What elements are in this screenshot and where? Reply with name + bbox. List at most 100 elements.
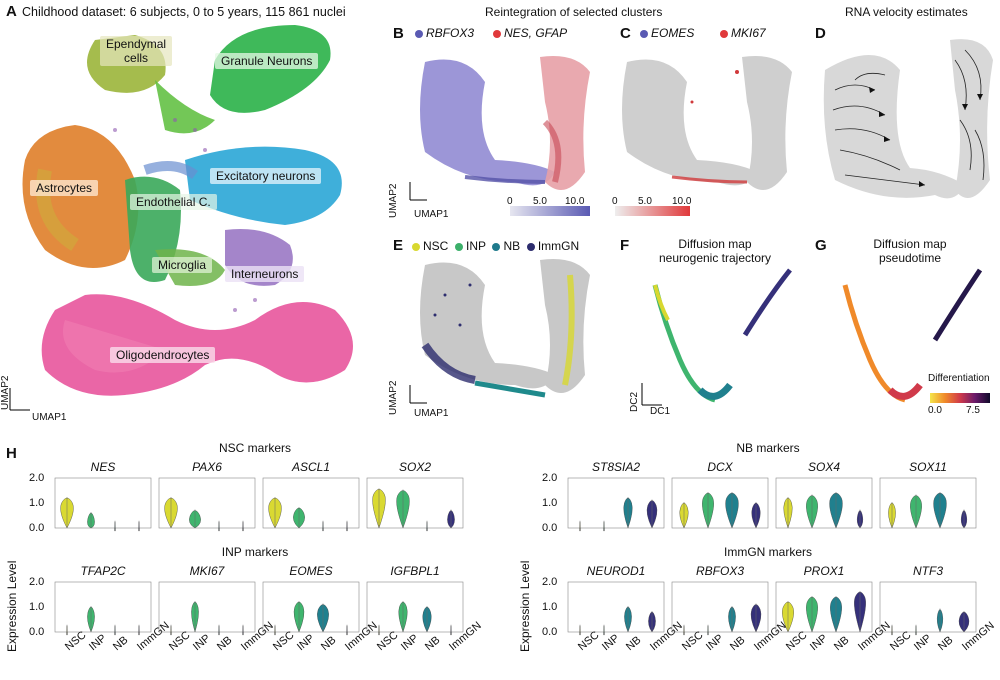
y-tick-label: 1.0 xyxy=(29,601,45,613)
gene-name: PAX6 xyxy=(192,460,222,474)
panel-b-colorbar xyxy=(510,206,590,216)
violin-cell xyxy=(879,581,977,636)
gene-name: MKI67 xyxy=(189,564,225,578)
panel-g-letter: G xyxy=(815,237,827,254)
panel-e-axis-x: UMAP1 xyxy=(414,408,449,419)
panel-g-scale-title: Differentiation xyxy=(928,373,990,384)
y-tick-label: 1.0 xyxy=(542,497,558,509)
gene-name: NES xyxy=(90,460,116,474)
panel-c-legend-2: MKI67 xyxy=(720,26,766,40)
y-tick-label: 1.0 xyxy=(29,497,45,509)
violin-cell xyxy=(158,581,256,636)
panel-g-tick-0: 0.0 xyxy=(928,405,942,416)
violin-cell xyxy=(567,477,665,532)
legend-text: MKI67 xyxy=(731,26,766,40)
velocity-stream-plot xyxy=(823,39,993,199)
marker-group-title: INP markers xyxy=(221,545,289,559)
legend-text: NES, GFAP xyxy=(504,26,568,40)
cluster-label-interneurons: Interneurons xyxy=(225,266,305,282)
panel-e-letter: E xyxy=(393,237,404,254)
legend-dot xyxy=(720,29,728,38)
cluster-label-endothelial: Endothelial C. xyxy=(130,194,217,210)
panel-h-letter: H xyxy=(6,445,17,462)
panel-b-axis-x: UMAP1 xyxy=(414,209,449,220)
y-tick-label: 0.0 xyxy=(542,626,558,638)
panel-c-tick-0: 0 xyxy=(612,196,618,207)
legend-dot xyxy=(493,29,501,38)
umap-b-plot xyxy=(409,56,590,201)
panel-a-letter: A xyxy=(6,3,17,20)
panel-b-tick-2: 10.0 xyxy=(565,196,585,207)
legend-dot xyxy=(415,29,423,38)
gene-name: NTF3 xyxy=(913,564,943,578)
violin-cell xyxy=(54,581,152,636)
gene-name: TFAP2C xyxy=(80,564,126,578)
violin-cell xyxy=(158,477,256,532)
violin-cell xyxy=(567,581,665,636)
category-label: NB xyxy=(423,634,443,654)
category-label: NB xyxy=(215,634,235,654)
category-label: NB xyxy=(319,634,339,654)
diffusion-map-f xyxy=(641,268,792,406)
legend-text: NSC xyxy=(423,239,449,253)
cluster-label-microglia: Microglia xyxy=(152,257,213,273)
panel-g-colorbar xyxy=(930,393,990,403)
gene-name: IGFBPL1 xyxy=(390,564,440,578)
panel-b-tick-0: 0 xyxy=(507,196,513,207)
gene-name: SOX11 xyxy=(909,460,947,474)
panel-b-legend-1: RBFOX3 xyxy=(415,26,474,40)
cluster-label-granule: Granule Neurons xyxy=(215,53,319,69)
marker-group-title: NSC markers xyxy=(218,441,291,455)
gene-name: ST8SIA2 xyxy=(591,460,641,474)
y-tick-label: 2.0 xyxy=(29,472,45,484)
violin-cell xyxy=(775,581,873,633)
panel-d-letter: D xyxy=(815,25,826,42)
panel-b-header: Reintegration of selected clusters xyxy=(485,5,663,19)
gene-name: SOX2 xyxy=(398,460,431,474)
gene-name: ASCL1 xyxy=(291,460,331,474)
violin-cell xyxy=(262,477,360,532)
panel-b-legend-2: NES, GFAP xyxy=(493,26,567,40)
y-tick-label: 2.0 xyxy=(29,576,45,588)
violin-cell xyxy=(54,477,152,532)
legend-dot xyxy=(640,29,648,38)
umap-a-plot xyxy=(9,25,354,411)
y-axis-label: Expression Level xyxy=(5,560,19,652)
category-label: NB xyxy=(936,634,956,654)
y-tick-label: 0.0 xyxy=(542,522,558,534)
panel-c-tick-2: 10.0 xyxy=(672,196,692,207)
y-tick-label: 0.0 xyxy=(29,626,45,638)
panel-f-title: Diffusion map neurogenic trajectory xyxy=(658,237,772,265)
category-label: NB xyxy=(728,634,748,654)
category-label: NB xyxy=(832,634,852,654)
panel-a-title: Childhood dataset: 6 subjects, 0 to 5 ye… xyxy=(22,5,346,19)
violin-cell xyxy=(775,477,873,529)
panel-d-title: RNA velocity estimates xyxy=(845,5,968,19)
gene-name: EOMES xyxy=(289,564,333,578)
panel-g-tick-1: 7.5 xyxy=(966,405,980,416)
cluster-label-oligodendrocytes: Oligodendrocytes xyxy=(110,347,216,363)
legend-text: RBFOX3 xyxy=(426,26,475,40)
violin-cell xyxy=(262,581,360,636)
cluster-label-ependymal-text: Ependymal cells xyxy=(106,37,167,65)
panel-b-tick-1: 5.0 xyxy=(533,196,547,207)
diffusion-map-g xyxy=(842,268,983,403)
gene-name: RBFOX3 xyxy=(695,564,744,578)
legend-dot xyxy=(412,242,420,251)
panel-c-legend-1: EOMES xyxy=(640,26,694,40)
umap-c-plot xyxy=(622,56,792,190)
legend-text: ImmGN xyxy=(537,239,580,253)
legend-text: INP xyxy=(466,239,486,253)
panel-g-title: Diffusion map pseudotime xyxy=(873,237,947,265)
legend-dot xyxy=(526,242,535,251)
gene-name: PROX1 xyxy=(803,564,845,578)
marker-group-title: NB markers xyxy=(736,441,800,455)
legend-dot xyxy=(492,242,501,251)
y-tick-label: 2.0 xyxy=(542,472,558,484)
category-label: NB xyxy=(111,634,131,654)
violin-cell xyxy=(366,581,464,636)
y-tick-label: 1.0 xyxy=(542,601,558,613)
panel-c-colorbar xyxy=(615,206,690,216)
cluster-label-excitatory: Excitatory neurons xyxy=(210,168,322,184)
